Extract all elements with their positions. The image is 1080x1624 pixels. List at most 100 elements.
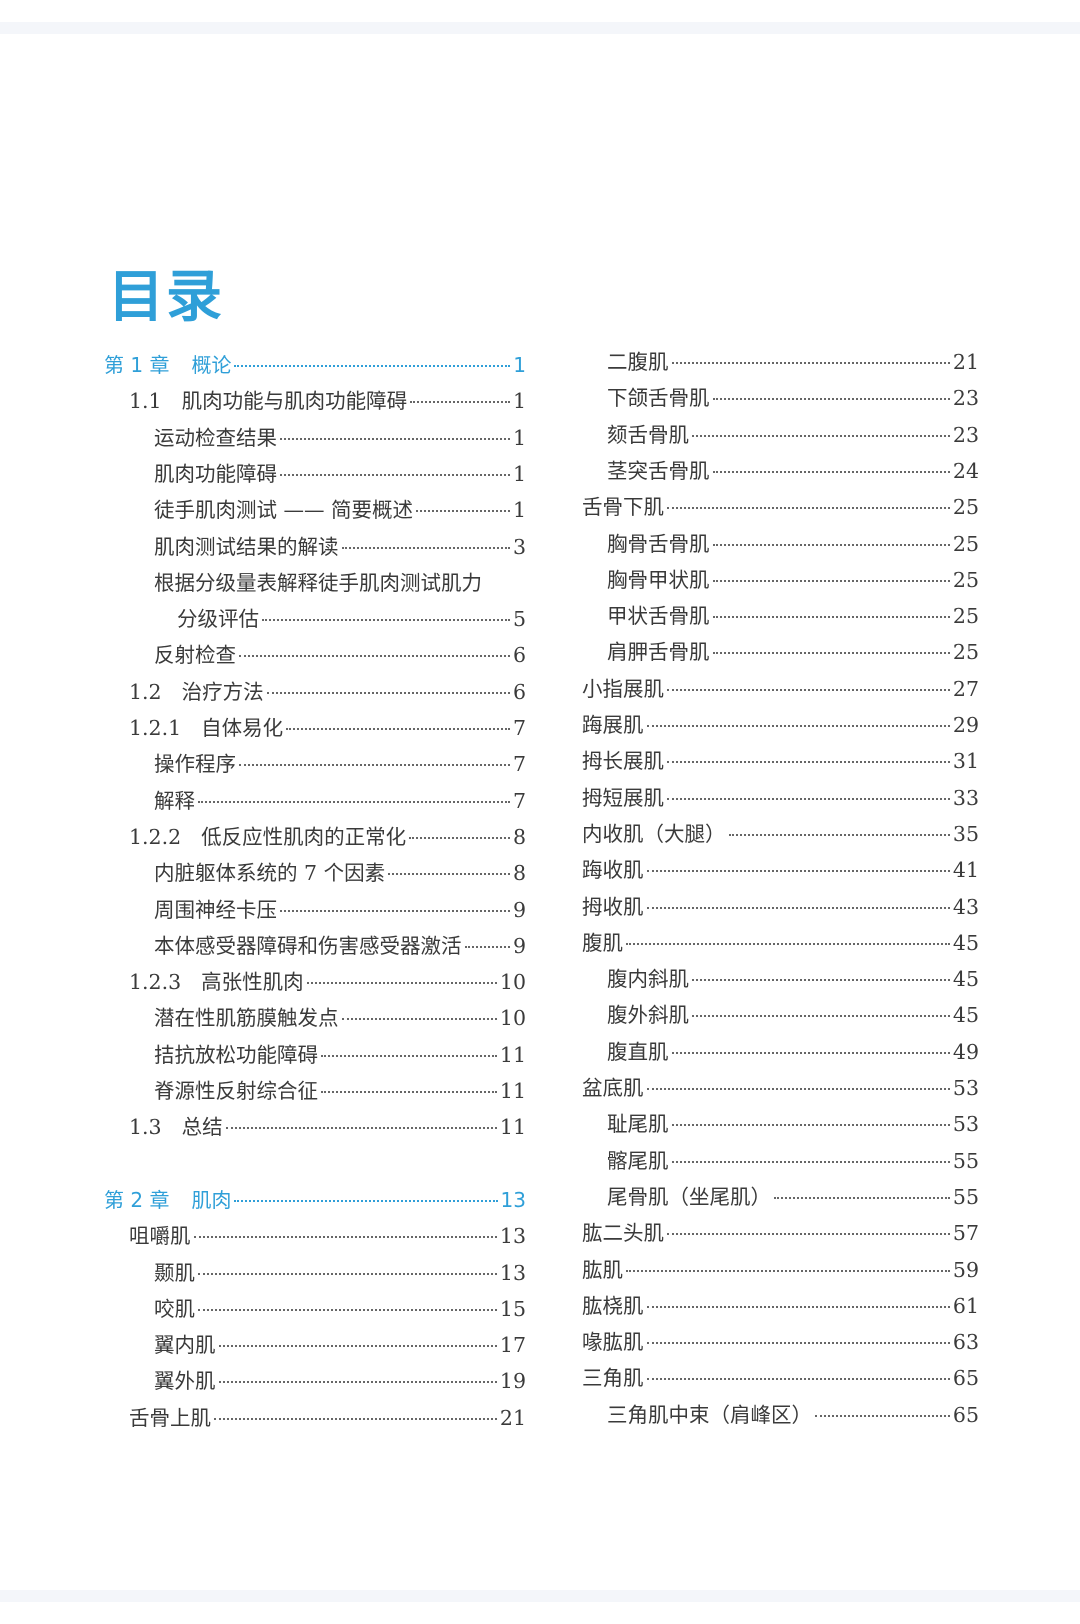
toc-entry[interactable]: 二腹肌 21	[557, 344, 979, 380]
toc-entry-title: 喙肱肌	[582, 1330, 644, 1355]
dotted-leader	[239, 764, 510, 767]
toc-entry[interactable]: 甲状舌骨肌 25	[557, 598, 979, 634]
toc-entry[interactable]: 肱二头肌 57	[557, 1215, 979, 1251]
toc-entry[interactable]: 踇展肌 29	[557, 707, 979, 743]
toc-entry-number: 1.2.1	[129, 716, 182, 740]
toc-entry[interactable]: 舌骨上肌 21	[104, 1400, 526, 1436]
toc-entry[interactable]: 反射检查 6	[104, 637, 526, 673]
toc-entry-title: 肌肉功能障碍	[154, 461, 277, 486]
toc-entry[interactable]: 肌肉测试结果的解读 3	[104, 529, 526, 565]
toc-entry[interactable]: 1.2 治疗方法 6	[104, 674, 526, 710]
toc-entry-title: 腹肌	[582, 930, 623, 955]
toc-entry[interactable]: 1.2.2 低反应性肌肉的正常化 8	[104, 819, 526, 855]
toc-entry[interactable]: 肱桡肌 61	[557, 1288, 979, 1324]
toc-entry[interactable]: 颞肌 13	[104, 1255, 526, 1291]
dotted-leader	[262, 619, 510, 622]
toc-entry[interactable]: 脊源性反射综合征 11	[104, 1073, 526, 1109]
toc-entry[interactable]: 腹外斜肌 45	[557, 997, 979, 1033]
dotted-leader	[667, 797, 950, 800]
toc-entry[interactable]: 舌骨下肌 25	[557, 489, 979, 525]
toc-entry[interactable]: 盆底肌 53	[557, 1070, 979, 1106]
toc-entry[interactable]: 拮抗放松功能障碍 11	[104, 1037, 526, 1073]
toc-entry[interactable]: 咬肌 15	[104, 1291, 526, 1327]
toc-entry[interactable]: 内收肌（大腿） 35	[557, 816, 979, 852]
dotted-leader	[671, 1160, 950, 1163]
toc-entry[interactable]: 颏舌骨肌 23	[557, 417, 979, 453]
toc-entry[interactable]: 腹肌 45	[557, 925, 979, 961]
toc-page-number: 8	[512, 861, 526, 886]
toc-page-number: 11	[499, 1115, 526, 1140]
toc-entry[interactable]: 潜在性肌筋膜触发点 10	[104, 1000, 526, 1036]
toc-entry[interactable]: 拇短展肌 33	[557, 780, 979, 816]
toc-page-number: 35	[952, 821, 979, 846]
toc-entry[interactable]: 1.2.3 高张性肌肉 10	[104, 964, 526, 1000]
toc-entry[interactable]: 腹直肌 49	[557, 1034, 979, 1070]
toc-entry[interactable]: 本体感受器障碍和伤害感受器激活 9	[104, 928, 526, 964]
toc-entry-title: 下颌舌骨肌	[607, 386, 710, 411]
toc-page-number: 25	[952, 604, 979, 629]
dotted-leader	[321, 1054, 497, 1057]
toc-entry[interactable]: 1.2.1 自体易化 7	[104, 710, 526, 746]
dotted-leader	[692, 979, 950, 982]
dotted-leader	[626, 942, 950, 945]
dotted-leader	[646, 1378, 950, 1381]
toc-entry[interactable]: 内脏躯体系统的 7 个因素 8	[104, 855, 526, 891]
toc-page-number: 63	[952, 1330, 979, 1355]
toc-entry[interactable]: 拇长展肌 31	[557, 743, 979, 779]
toc-entry[interactable]: 肱肌 59	[557, 1252, 979, 1288]
toc-entry[interactable]: 耻尾肌 53	[557, 1106, 979, 1142]
toc-entry[interactable]: 下颌舌骨肌 23	[557, 380, 979, 416]
top-edge-bar	[0, 22, 1080, 34]
toc-entry-title: 咬肌	[154, 1296, 195, 1321]
toc-entry[interactable]: 茎突舌骨肌 24	[557, 453, 979, 489]
toc-page-number: 5	[512, 607, 526, 632]
toc-entry[interactable]: 周围神经卡压 9	[104, 892, 526, 928]
toc-entry-number: 1.2	[129, 679, 162, 704]
toc-entry[interactable]: 1.1 肌肉功能与肌肉功能障碍 1	[104, 383, 526, 419]
dotted-leader	[234, 365, 511, 367]
toc-entry-title: 肱二头肌	[582, 1221, 664, 1246]
toc-entry[interactable]: 徒手肌肉测试 —— 简要概述 1	[104, 492, 526, 528]
toc-entry[interactable]: 肩胛舌骨肌 25	[557, 634, 979, 670]
toc-page-number: 19	[499, 1369, 526, 1394]
toc-entry[interactable]: 1.3 总结 11	[104, 1109, 526, 1145]
toc-entry[interactable]: 解释 7	[104, 783, 526, 819]
toc-entry[interactable]: 髂尾肌 55	[557, 1143, 979, 1179]
dotted-leader	[774, 1196, 950, 1199]
dotted-leader	[286, 728, 510, 730]
toc-entry-title: 小指展肌	[582, 676, 664, 701]
toc-page-number: 10	[499, 970, 526, 995]
toc-entry[interactable]: 拇收肌 43	[557, 889, 979, 925]
toc-entry[interactable]: 翼外肌 19	[104, 1363, 526, 1399]
toc-page-number: 55	[952, 1184, 979, 1209]
toc-entry[interactable]: 分级评估 5	[104, 601, 526, 637]
toc-entry-title: 高张性肌肉	[201, 970, 304, 995]
dotted-leader	[692, 1015, 950, 1018]
toc-entry[interactable]: 操作程序 7	[104, 746, 526, 782]
toc-entry[interactable]: 三角肌中束（肩峰区） 65	[557, 1397, 979, 1433]
toc-entry[interactable]: 肌肉功能障碍 1	[104, 456, 526, 492]
toc-entry[interactable]: 咀嚼肌 13	[104, 1218, 526, 1254]
toc-entry[interactable]: 翼内肌 17	[104, 1327, 526, 1363]
dotted-leader	[280, 437, 510, 440]
toc-entry[interactable]: 运动检查结果 1	[104, 420, 526, 456]
toc-entry-title: 舌骨上肌	[129, 1405, 211, 1430]
toc-entry-title: 肱桡肌	[582, 1293, 644, 1318]
toc-entry[interactable]: 胸骨舌骨肌 25	[557, 526, 979, 562]
toc-page-number: 21	[499, 1405, 526, 1430]
toc-chapter[interactable]: 第 2 章肌肉 13	[104, 1182, 526, 1218]
dotted-leader	[671, 1051, 950, 1054]
toc-entry[interactable]: 腹内斜肌 45	[557, 961, 979, 997]
toc-page-number: 11	[499, 1042, 526, 1067]
toc-chapter[interactable]: 第 1 章概论 1	[104, 347, 526, 383]
toc-entry-title: 腹直肌	[607, 1039, 669, 1064]
toc-entry[interactable]: 小指展肌 27	[557, 671, 979, 707]
toc-entry[interactable]: 尾骨肌（坐尾肌） 55	[557, 1179, 979, 1215]
toc-entry[interactable]: 胸骨甲状肌 25	[557, 562, 979, 598]
toc-page-number: 53	[952, 1112, 979, 1137]
toc-entry-title: 翼内肌	[154, 1333, 216, 1358]
toc-entry-title: 肌肉测试结果的解读	[154, 534, 339, 559]
toc-entry[interactable]: 三角肌 65	[557, 1360, 979, 1396]
toc-entry[interactable]: 喙肱肌 63	[557, 1324, 979, 1360]
toc-entry[interactable]: 踇收肌 41	[557, 852, 979, 888]
